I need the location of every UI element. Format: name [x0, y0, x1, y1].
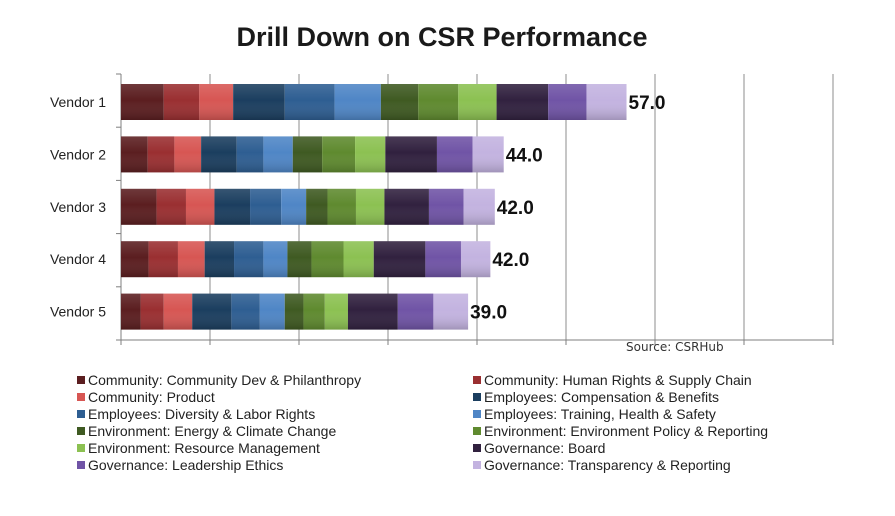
- total-label: 42.0: [492, 250, 529, 271]
- bar-shading: [121, 84, 627, 120]
- legend-label: Community: Human Rights & Supply Chain: [484, 372, 752, 388]
- total-labels: 57.0 44.0 42.0 42.0 39.0: [470, 93, 665, 324]
- bars-layer: [121, 84, 627, 330]
- legend-swatch: [77, 393, 85, 401]
- legend-swatch: [473, 410, 481, 418]
- source-note: Source: CSRHub: [626, 340, 724, 354]
- legend-swatch: [77, 427, 85, 435]
- legend-swatch: [77, 376, 85, 384]
- legend-label: Employees: Training, Health & Safety: [484, 406, 716, 422]
- bar-shading: [121, 188, 495, 225]
- legend-label: Employees: Diversity & Labor Rights: [88, 406, 315, 422]
- category-label: Vendor 4: [50, 251, 106, 267]
- legend: Community: Community Dev & Philanthropy C…: [77, 372, 768, 473]
- chart-title: Drill Down on CSR Performance: [236, 22, 647, 52]
- legend-swatch: [473, 427, 481, 435]
- legend-swatch: [473, 444, 481, 452]
- category-labels: Vendor 1 Vendor 2 Vendor 3 Vendor 4 Vendor 5: [50, 94, 106, 320]
- category-label: Vendor 3: [50, 199, 106, 215]
- legend-label: Community: Product: [88, 389, 215, 405]
- total-label: 39.0: [470, 303, 507, 324]
- bar-shading: [121, 293, 469, 330]
- legend-swatch: [473, 393, 481, 401]
- total-label: 42.0: [497, 198, 534, 219]
- category-label: Vendor 1: [50, 94, 106, 110]
- bar-shading: [121, 136, 504, 173]
- total-label: 44.0: [506, 145, 543, 166]
- total-label: 57.0: [629, 93, 666, 114]
- legend-label: Environment: Environment Policy & Report…: [484, 423, 768, 439]
- legend-swatch: [77, 461, 85, 469]
- legend-label: Environment: Energy & Climate Change: [88, 423, 336, 439]
- legend-swatch: [473, 461, 481, 469]
- legend-label: Governance: Board: [484, 440, 605, 456]
- legend-label: Employees: Compensation & Benefits: [484, 389, 719, 405]
- category-label: Vendor 5: [50, 304, 106, 320]
- category-label: Vendor 2: [50, 146, 106, 162]
- legend-swatch: [77, 444, 85, 452]
- legend-label: Governance: Leadership Ethics: [88, 457, 283, 473]
- legend-label: Governance: Transparency & Reporting: [484, 457, 731, 473]
- legend-label: Community: Community Dev & Philanthropy: [88, 372, 361, 388]
- legend-swatch: [473, 376, 481, 384]
- legend-label: Environment: Resource Management: [88, 440, 320, 456]
- legend-swatch: [77, 410, 85, 418]
- bar-shading: [121, 241, 491, 278]
